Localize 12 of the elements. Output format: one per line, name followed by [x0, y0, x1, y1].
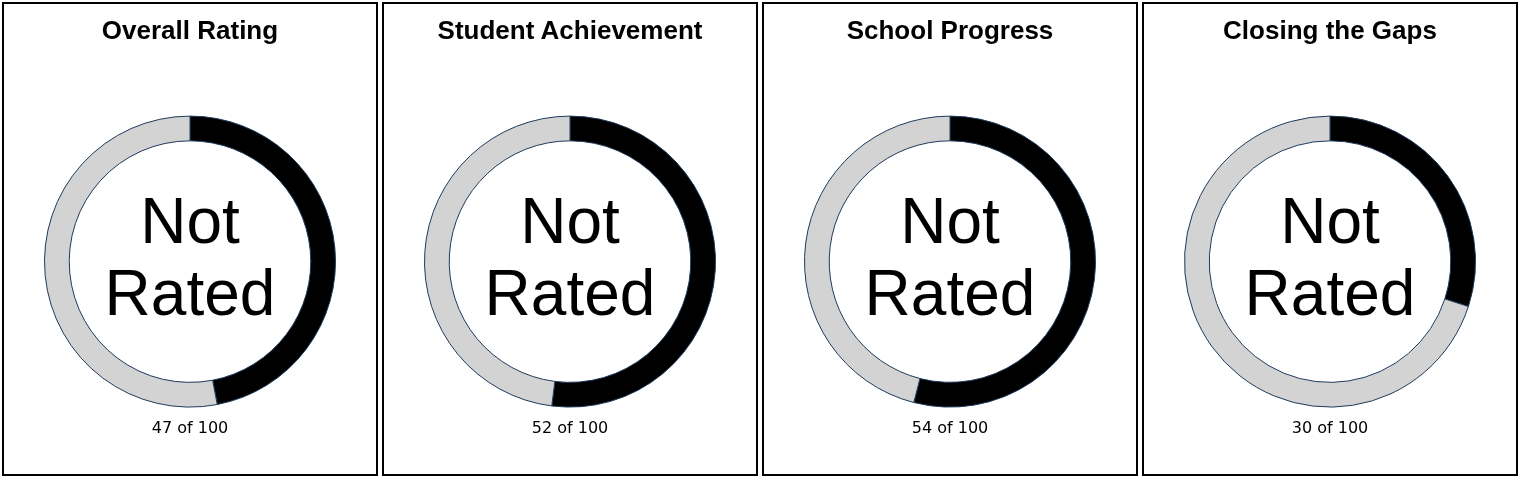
text: 54 of 100	[911, 418, 989, 438]
text: 47 of 100	[151, 418, 229, 438]
text: 30 of 100	[1291, 418, 1369, 438]
text: Not Rated	[104, 185, 276, 330]
chart-title: Closing the Gaps	[1223, 14, 1437, 45]
chart-title: School Progress	[846, 14, 1054, 45]
chart-title: Overall Rating	[101, 14, 279, 45]
text: Not Rated	[1244, 185, 1416, 330]
text: Not Rated	[864, 185, 1036, 330]
text: 52 of 100	[531, 418, 609, 438]
chart-title: Student Achievement	[437, 14, 703, 45]
text: Not Rated	[484, 185, 656, 330]
